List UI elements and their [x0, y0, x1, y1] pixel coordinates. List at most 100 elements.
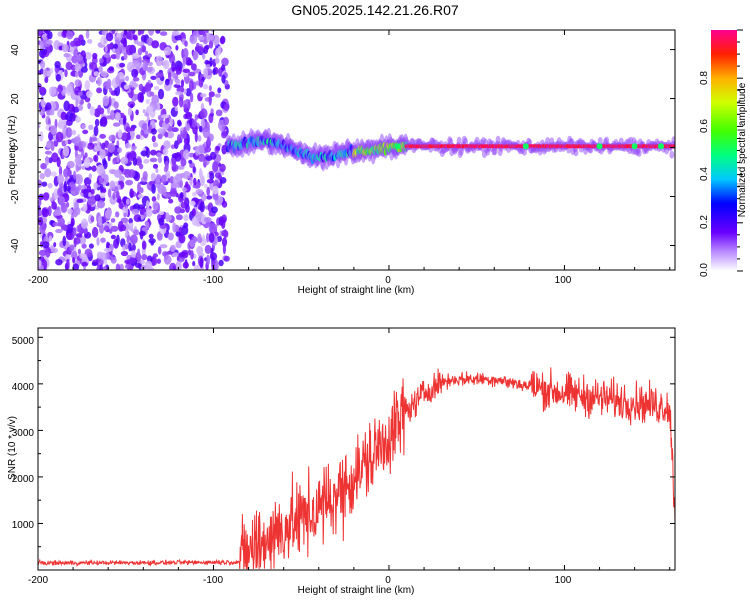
- noise-blob: [39, 173, 45, 180]
- noise-blob: [215, 109, 223, 117]
- noise-blob: [212, 68, 216, 76]
- noise-blob: [120, 250, 129, 257]
- noise-blob: [90, 215, 95, 223]
- signal-halo: [573, 148, 579, 157]
- noise-blob: [166, 130, 175, 139]
- noise-blob: [155, 30, 161, 34]
- noise-blob: [202, 52, 206, 60]
- noise-blob: [119, 263, 124, 270]
- noise-blob: [65, 254, 71, 260]
- noise-blob: [148, 30, 155, 36]
- noise-blob: [80, 149, 85, 157]
- noise-blob: [74, 150, 78, 157]
- noise-blob: [39, 68, 44, 75]
- noise-blob: [221, 74, 226, 84]
- noise-blob: [223, 255, 230, 262]
- noise-blob: [99, 192, 106, 199]
- noise-blob: [152, 142, 159, 148]
- top-y-tick-1: 40: [10, 44, 21, 56]
- top-x-tick-3: 0: [385, 275, 391, 286]
- noise-blob: [219, 36, 225, 45]
- noise-blob: [127, 61, 135, 73]
- noise-blob: [101, 54, 107, 66]
- noise-blob: [40, 60, 46, 69]
- noise-blob: [103, 53, 111, 58]
- noise-blob: [55, 228, 63, 234]
- noise-blob: [125, 179, 133, 186]
- noise-blob: [127, 107, 133, 117]
- noise-blob: [90, 188, 95, 195]
- noise-blob: [183, 104, 188, 110]
- noise-blob: [189, 92, 194, 103]
- noise-blob: [66, 30, 74, 40]
- noise-blob: [63, 52, 71, 58]
- noise-blob: [42, 241, 50, 249]
- noise-blob: [166, 214, 172, 222]
- noise-blob: [113, 43, 118, 49]
- noise-blob: [40, 163, 47, 170]
- noise-blob: [178, 96, 184, 108]
- noise-blob: [180, 201, 188, 209]
- noise-blob: [148, 233, 154, 239]
- noise-blob: [155, 168, 159, 174]
- noise-blob: [46, 142, 52, 149]
- noise-blob: [189, 176, 193, 186]
- noise-blob: [96, 164, 105, 175]
- noise-blob: [172, 72, 177, 79]
- noise-blob: [137, 92, 144, 103]
- noise-blob: [143, 212, 147, 219]
- noise-blob: [88, 243, 94, 249]
- top-x-tick-1: -200: [28, 275, 48, 286]
- noise-blob: [191, 119, 198, 128]
- noise-blob: [128, 242, 132, 252]
- noise-blob: [131, 52, 140, 59]
- noise-blob: [209, 57, 213, 67]
- noise-blob: [208, 113, 214, 124]
- noise-blob: [107, 142, 116, 153]
- noise-blob: [96, 76, 102, 87]
- noise-blob: [193, 177, 197, 186]
- noise-blob: [194, 131, 198, 143]
- noise-blob: [104, 209, 112, 220]
- noise-blob: [121, 132, 129, 142]
- noise-blob: [174, 140, 179, 150]
- noise-blob: [196, 45, 204, 53]
- noise-blob: [199, 201, 205, 213]
- noise-blob: [52, 222, 60, 227]
- noise-blob: [178, 258, 183, 263]
- noise-blob: [104, 45, 108, 53]
- noise-blob: [206, 32, 212, 43]
- noise-blob: [171, 127, 179, 133]
- noise-blob: [44, 76, 49, 84]
- noise-blob: [178, 233, 186, 244]
- noise-blob: [63, 183, 67, 193]
- noise-blob: [69, 244, 75, 252]
- noise-blob: [140, 34, 147, 43]
- noise-blob: [38, 249, 47, 256]
- noise-blob: [135, 109, 139, 116]
- noise-blob: [209, 151, 217, 160]
- noise-blob: [125, 126, 131, 133]
- noise-blob: [141, 240, 147, 250]
- noise-blob: [41, 207, 47, 217]
- noise-blob: [100, 188, 107, 194]
- noise-blob: [130, 130, 135, 138]
- noise-blob: [139, 187, 144, 194]
- noise-blob: [113, 101, 119, 109]
- noise-blob: [99, 176, 103, 184]
- noise-blob: [167, 178, 171, 183]
- noise-blob: [86, 90, 93, 99]
- noise-blob: [172, 30, 180, 36]
- noise-blob: [74, 156, 82, 165]
- noise-blob: [72, 263, 80, 270]
- noise-blob: [98, 223, 105, 234]
- noise-blob: [161, 186, 167, 197]
- noise-blob: [105, 32, 114, 42]
- noise-blob: [84, 80, 91, 91]
- noise-blob: [115, 112, 121, 122]
- noise-blob: [145, 98, 150, 105]
- noise-blob: [172, 222, 177, 233]
- noise-blob: [200, 93, 207, 98]
- noise-blob: [103, 174, 109, 184]
- noise-blob: [145, 221, 150, 229]
